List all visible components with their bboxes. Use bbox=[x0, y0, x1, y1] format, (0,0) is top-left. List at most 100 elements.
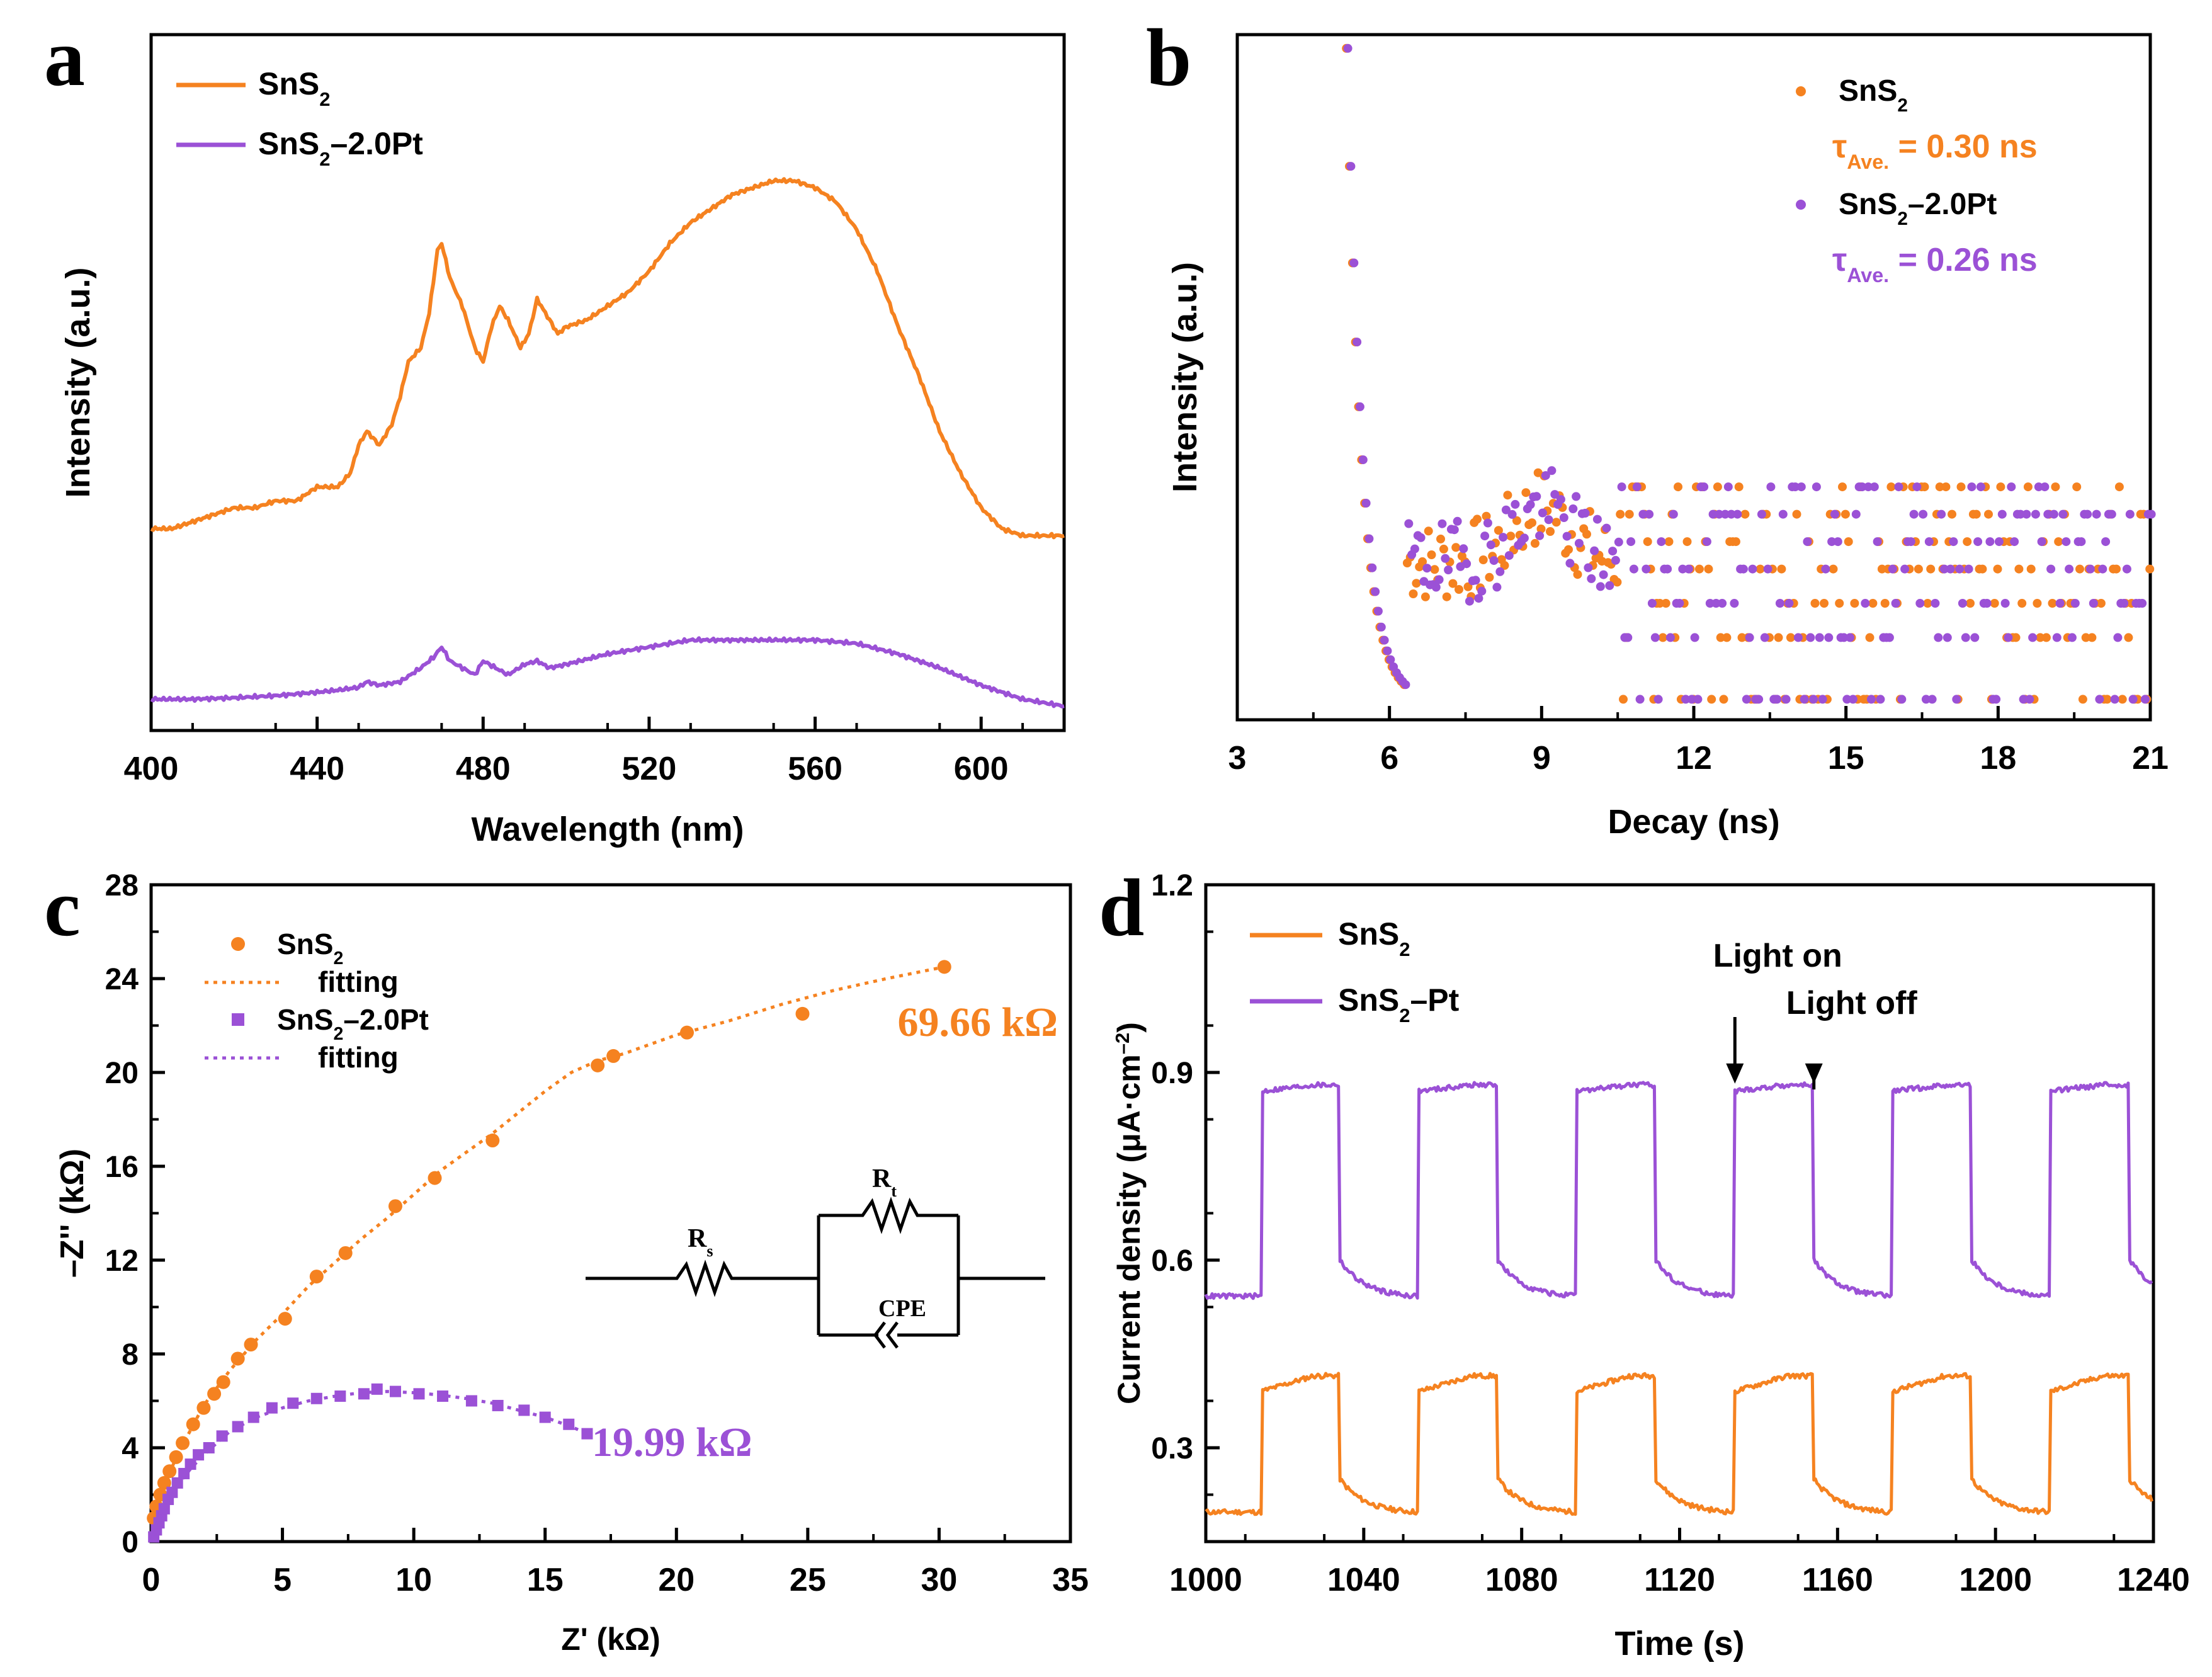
text-span: R bbox=[872, 1164, 892, 1193]
data-point bbox=[2070, 599, 2080, 608]
data-point bbox=[2036, 633, 2045, 642]
data-point bbox=[1976, 482, 1985, 492]
data-point bbox=[1821, 564, 1830, 574]
x-tick-label: 10 bbox=[395, 1562, 432, 1598]
data-point bbox=[2040, 482, 2050, 492]
data-point bbox=[207, 1387, 222, 1401]
data-point bbox=[1587, 574, 1596, 583]
data-point bbox=[1448, 579, 1458, 588]
data-point bbox=[2051, 482, 2060, 492]
text-span: s bbox=[706, 1242, 713, 1260]
data-point bbox=[1824, 633, 1834, 642]
text-span: –2.0Pt bbox=[343, 1003, 429, 1036]
data-point bbox=[2081, 633, 2090, 642]
data-point bbox=[1994, 537, 2004, 547]
data-point bbox=[2017, 599, 2027, 608]
text-span: SnS bbox=[1839, 188, 1897, 221]
text-span: t bbox=[891, 1182, 897, 1200]
data-point bbox=[1401, 680, 1410, 690]
data-point bbox=[1550, 490, 1560, 499]
text-span: = 0.30 ns bbox=[1889, 128, 2038, 165]
data-point bbox=[1564, 545, 1573, 554]
data-point bbox=[1810, 599, 1820, 608]
tau-annotation: τAve. = 0.26 ns bbox=[1832, 242, 2038, 287]
data-point bbox=[1343, 43, 1353, 53]
data-point bbox=[1948, 509, 1956, 519]
data-point bbox=[2067, 633, 2077, 642]
data-point bbox=[1941, 482, 1951, 492]
text-span: τ bbox=[1832, 242, 1847, 278]
data-point bbox=[1891, 599, 1900, 608]
data-point bbox=[1715, 509, 1724, 519]
data-point bbox=[2089, 599, 2098, 608]
text-span: SnS bbox=[277, 1003, 333, 1036]
data-point bbox=[1412, 579, 1421, 588]
data-point bbox=[1500, 560, 1509, 570]
x-tick-label: 1200 bbox=[1959, 1562, 2032, 1598]
x-tick-label: 400 bbox=[124, 751, 179, 787]
text-span: Current density (μA·cm bbox=[1111, 1054, 1147, 1404]
data-point bbox=[539, 1411, 551, 1423]
rct-annotation: 69.66 kΩ bbox=[897, 999, 1058, 1045]
data-point bbox=[1772, 695, 1782, 704]
tau-annotation: τAve. = 0.30 ns bbox=[1832, 128, 2038, 173]
series-line-sns2 bbox=[1205, 1372, 2153, 1516]
data-point bbox=[1473, 514, 1482, 524]
data-point bbox=[2098, 564, 2107, 574]
data-point bbox=[2022, 509, 2031, 519]
x-tick-label: 440 bbox=[290, 751, 344, 787]
data-point bbox=[1442, 592, 1451, 601]
data-point bbox=[1760, 633, 1769, 642]
panel-label: a bbox=[44, 13, 85, 103]
data-point bbox=[1617, 482, 1626, 492]
legend-label: fitting bbox=[318, 965, 399, 998]
resistor-rs bbox=[586, 1259, 819, 1297]
rct-annotation: 19.99 kΩ bbox=[592, 1419, 752, 1465]
annotation-label: Light on bbox=[1713, 938, 1842, 974]
data-point bbox=[1885, 633, 1894, 642]
data-point bbox=[1838, 482, 1847, 492]
data-point bbox=[1784, 599, 1794, 608]
y-tick-label: 1.2 bbox=[1151, 869, 1193, 902]
data-point bbox=[2119, 599, 2129, 608]
data-point bbox=[2016, 509, 2025, 519]
data-point bbox=[2019, 695, 2028, 704]
data-point bbox=[1647, 599, 1657, 608]
data-point bbox=[1386, 655, 1395, 664]
data-point bbox=[1868, 599, 1878, 608]
data-point bbox=[1971, 509, 1981, 519]
data-point bbox=[1949, 537, 1958, 547]
data-point bbox=[1547, 466, 1557, 475]
data-point bbox=[1830, 509, 1839, 519]
data-point bbox=[1584, 563, 1593, 572]
data-point bbox=[1900, 564, 1910, 574]
data-point bbox=[1486, 540, 1495, 550]
data-point bbox=[1702, 537, 1711, 547]
data-point bbox=[1675, 599, 1684, 608]
legend-label: SnS2 bbox=[258, 66, 331, 110]
data-point bbox=[2058, 509, 2068, 519]
resistor-rt bbox=[819, 1197, 958, 1234]
data-point bbox=[1474, 594, 1483, 603]
data-point bbox=[1506, 532, 1516, 541]
data-point bbox=[1963, 537, 1972, 547]
data-point bbox=[1786, 633, 1795, 642]
data-point bbox=[2122, 564, 2131, 574]
data-point bbox=[2107, 509, 2116, 519]
legend-label: SnS2 bbox=[1338, 916, 1410, 960]
data-point bbox=[1713, 482, 1722, 492]
data-point bbox=[581, 1428, 593, 1440]
data-point bbox=[1912, 482, 1922, 492]
data-point bbox=[1559, 513, 1568, 522]
data-point bbox=[1869, 482, 1879, 492]
data-point bbox=[1503, 491, 1512, 500]
data-point bbox=[278, 1312, 292, 1326]
data-point bbox=[2033, 599, 2042, 608]
data-point bbox=[1880, 599, 1890, 608]
data-point bbox=[1894, 482, 1903, 492]
data-point bbox=[1623, 633, 1633, 642]
data-point bbox=[1844, 537, 1853, 547]
data-point bbox=[1993, 564, 2002, 574]
data-point bbox=[2101, 537, 2111, 547]
x-tick-label: 12 bbox=[1676, 740, 1712, 776]
